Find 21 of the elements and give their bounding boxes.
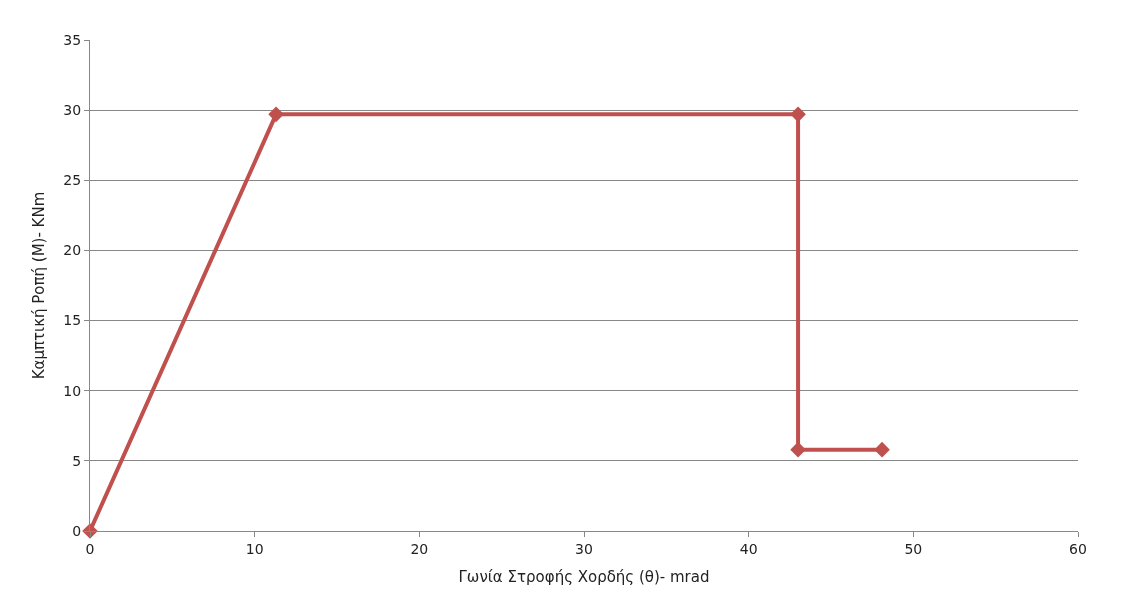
x-tick-label: 40 [739,540,758,557]
point [874,441,890,458]
y-tick-label: 30 [63,102,82,119]
y-tick-label: 5 [72,452,82,469]
x-axis-title: Γωνία Στροφής Χορδής (θ)- mrad [458,567,710,586]
y-tick-label: 25 [63,172,82,189]
y-tick-label: 35 [63,31,82,48]
point [790,106,806,123]
point [790,441,806,458]
y-tick-label: 0 [72,522,82,539]
x-tick-label: 0 [85,540,95,557]
x-tick-label: 60 [1069,540,1087,557]
x-tick-label: 10 [245,540,264,557]
y-axis-title: Καμπτική Ροπή (Μ)- KNm [29,191,48,380]
x-tick-label: 50 [904,540,923,557]
point [268,106,284,123]
x-tick-label: 30 [575,540,593,557]
y-tick-label: 20 [63,242,82,259]
y-tick-label: 10 [63,382,82,399]
y-tick-label: 15 [63,312,82,329]
x-tick-label: 20 [410,540,429,557]
